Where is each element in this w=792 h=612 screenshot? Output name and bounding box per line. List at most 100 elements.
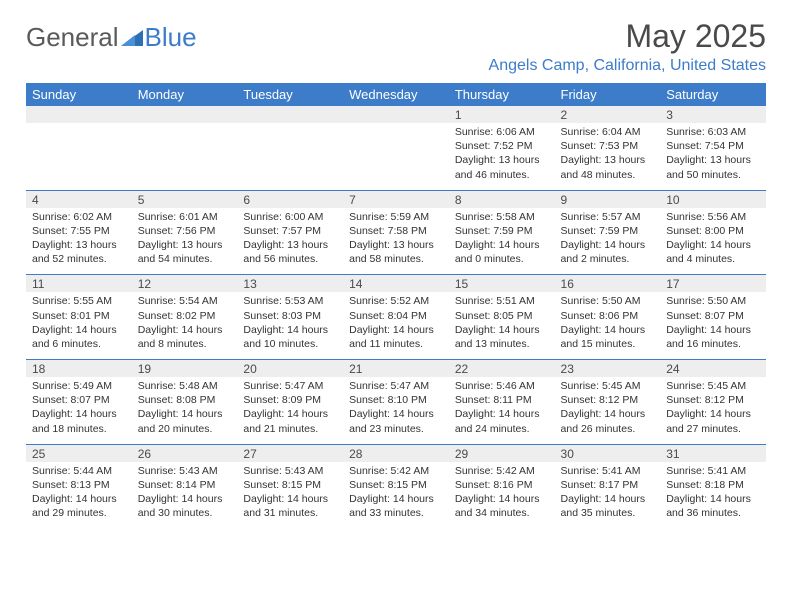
day-number-cell: 24 (660, 360, 766, 378)
day-details-cell: Sunrise: 5:45 AMSunset: 8:12 PMDaylight:… (660, 377, 766, 444)
sunset-line: Sunset: 8:00 PM (666, 224, 760, 238)
sunset-line: Sunset: 7:53 PM (561, 139, 655, 153)
daylight-line: Daylight: 13 hours and 54 minutes. (138, 238, 232, 266)
sunrise-line: Sunrise: 5:52 AM (349, 294, 443, 308)
day-number-row: 123 (26, 106, 766, 123)
sunrise-line: Sunrise: 5:58 AM (455, 210, 549, 224)
day-details-cell: Sunrise: 6:03 AMSunset: 7:54 PMDaylight:… (660, 123, 766, 190)
daylight-line: Daylight: 13 hours and 48 minutes. (561, 153, 655, 181)
day-number-cell: 25 (26, 444, 132, 462)
dow-row: Sunday Monday Tuesday Wednesday Thursday… (26, 83, 766, 106)
day-number-cell (343, 106, 449, 123)
daylight-line: Daylight: 14 hours and 23 minutes. (349, 407, 443, 435)
day-details-cell: Sunrise: 5:55 AMSunset: 8:01 PMDaylight:… (26, 292, 132, 359)
sunrise-line: Sunrise: 5:45 AM (561, 379, 655, 393)
day-number-cell (132, 106, 238, 123)
sunrise-line: Sunrise: 6:02 AM (32, 210, 126, 224)
daylight-line: Daylight: 14 hours and 34 minutes. (455, 492, 549, 520)
daylight-line: Daylight: 14 hours and 13 minutes. (455, 323, 549, 351)
sunset-line: Sunset: 8:13 PM (32, 478, 126, 492)
daylight-line: Daylight: 14 hours and 15 minutes. (561, 323, 655, 351)
sunset-line: Sunset: 8:15 PM (349, 478, 443, 492)
day-number-row: 45678910 (26, 190, 766, 208)
day-number-cell: 9 (555, 190, 661, 208)
day-details-cell: Sunrise: 5:44 AMSunset: 8:13 PMDaylight:… (26, 462, 132, 529)
daylight-line: Daylight: 14 hours and 30 minutes. (138, 492, 232, 520)
sunrise-line: Sunrise: 5:42 AM (455, 464, 549, 478)
day-number-cell: 28 (343, 444, 449, 462)
sunset-line: Sunset: 8:08 PM (138, 393, 232, 407)
day-number-cell: 20 (237, 360, 343, 378)
day-details-cell: Sunrise: 5:42 AMSunset: 8:16 PMDaylight:… (449, 462, 555, 529)
sunrise-line: Sunrise: 6:00 AM (243, 210, 337, 224)
dow-sunday: Sunday (26, 83, 132, 106)
sunset-line: Sunset: 8:06 PM (561, 309, 655, 323)
dow-friday: Friday (555, 83, 661, 106)
daylight-line: Daylight: 13 hours and 50 minutes. (666, 153, 760, 181)
brand-general: General (26, 22, 119, 53)
dow-thursday: Thursday (449, 83, 555, 106)
sunset-line: Sunset: 8:01 PM (32, 309, 126, 323)
day-number-cell: 27 (237, 444, 343, 462)
sunrise-line: Sunrise: 5:54 AM (138, 294, 232, 308)
day-details-cell: Sunrise: 6:01 AMSunset: 7:56 PMDaylight:… (132, 208, 238, 275)
sunrise-line: Sunrise: 5:43 AM (138, 464, 232, 478)
day-number-cell: 6 (237, 190, 343, 208)
calendar-page: GeneralBlue May 2025 Angels Camp, Califo… (0, 0, 792, 538)
day-details-cell: Sunrise: 5:51 AMSunset: 8:05 PMDaylight:… (449, 292, 555, 359)
sunrise-line: Sunrise: 5:48 AM (138, 379, 232, 393)
sunrise-line: Sunrise: 5:44 AM (32, 464, 126, 478)
day-number-cell: 14 (343, 275, 449, 293)
daylight-line: Daylight: 14 hours and 2 minutes. (561, 238, 655, 266)
sunrise-line: Sunrise: 6:03 AM (666, 125, 760, 139)
sunset-line: Sunset: 8:02 PM (138, 309, 232, 323)
sunrise-line: Sunrise: 5:43 AM (243, 464, 337, 478)
day-details-cell: Sunrise: 5:59 AMSunset: 7:58 PMDaylight:… (343, 208, 449, 275)
day-number-cell: 17 (660, 275, 766, 293)
day-details-row: Sunrise: 5:49 AMSunset: 8:07 PMDaylight:… (26, 377, 766, 444)
sunrise-line: Sunrise: 6:04 AM (561, 125, 655, 139)
day-number-cell: 16 (555, 275, 661, 293)
location-text: Angels Camp, California, United States (489, 57, 766, 75)
daylight-line: Daylight: 14 hours and 21 minutes. (243, 407, 337, 435)
sunset-line: Sunset: 8:14 PM (138, 478, 232, 492)
day-number-cell: 11 (26, 275, 132, 293)
dow-monday: Monday (132, 83, 238, 106)
daylight-line: Daylight: 14 hours and 11 minutes. (349, 323, 443, 351)
daylight-line: Daylight: 14 hours and 20 minutes. (138, 407, 232, 435)
day-details-cell: Sunrise: 5:48 AMSunset: 8:08 PMDaylight:… (132, 377, 238, 444)
day-number-cell: 13 (237, 275, 343, 293)
daylight-line: Daylight: 14 hours and 33 minutes. (349, 492, 443, 520)
daylight-line: Daylight: 14 hours and 18 minutes. (32, 407, 126, 435)
day-details-cell: Sunrise: 5:50 AMSunset: 8:07 PMDaylight:… (660, 292, 766, 359)
sunset-line: Sunset: 7:55 PM (32, 224, 126, 238)
day-number-cell: 5 (132, 190, 238, 208)
day-details-cell: Sunrise: 5:56 AMSunset: 8:00 PMDaylight:… (660, 208, 766, 275)
sunset-line: Sunset: 8:10 PM (349, 393, 443, 407)
day-number-cell: 21 (343, 360, 449, 378)
day-number-cell: 23 (555, 360, 661, 378)
day-number-cell: 8 (449, 190, 555, 208)
daylight-line: Daylight: 13 hours and 52 minutes. (32, 238, 126, 266)
sunrise-line: Sunrise: 5:47 AM (243, 379, 337, 393)
sunrise-line: Sunrise: 5:42 AM (349, 464, 443, 478)
sunrise-line: Sunrise: 5:59 AM (349, 210, 443, 224)
day-details-cell (26, 123, 132, 190)
day-number-row: 25262728293031 (26, 444, 766, 462)
day-details-cell: Sunrise: 6:04 AMSunset: 7:53 PMDaylight:… (555, 123, 661, 190)
sunrise-line: Sunrise: 5:57 AM (561, 210, 655, 224)
sunrise-line: Sunrise: 6:06 AM (455, 125, 549, 139)
sunset-line: Sunset: 8:11 PM (455, 393, 549, 407)
daylight-line: Daylight: 14 hours and 10 minutes. (243, 323, 337, 351)
sunrise-line: Sunrise: 5:49 AM (32, 379, 126, 393)
daylight-line: Daylight: 14 hours and 0 minutes. (455, 238, 549, 266)
daylight-line: Daylight: 14 hours and 26 minutes. (561, 407, 655, 435)
day-number-cell: 12 (132, 275, 238, 293)
day-details-cell: Sunrise: 5:58 AMSunset: 7:59 PMDaylight:… (449, 208, 555, 275)
calendar-body: 123 Sunrise: 6:06 AMSunset: 7:52 PM Daylig… (26, 106, 766, 528)
day-number-cell (237, 106, 343, 123)
sunset-line: Sunset: 7:52 PM (455, 139, 549, 153)
sunrise-line: Sunrise: 5:50 AM (666, 294, 760, 308)
sunrise-line: Sunrise: 5:50 AM (561, 294, 655, 308)
day-number-cell: 2 (555, 106, 661, 123)
